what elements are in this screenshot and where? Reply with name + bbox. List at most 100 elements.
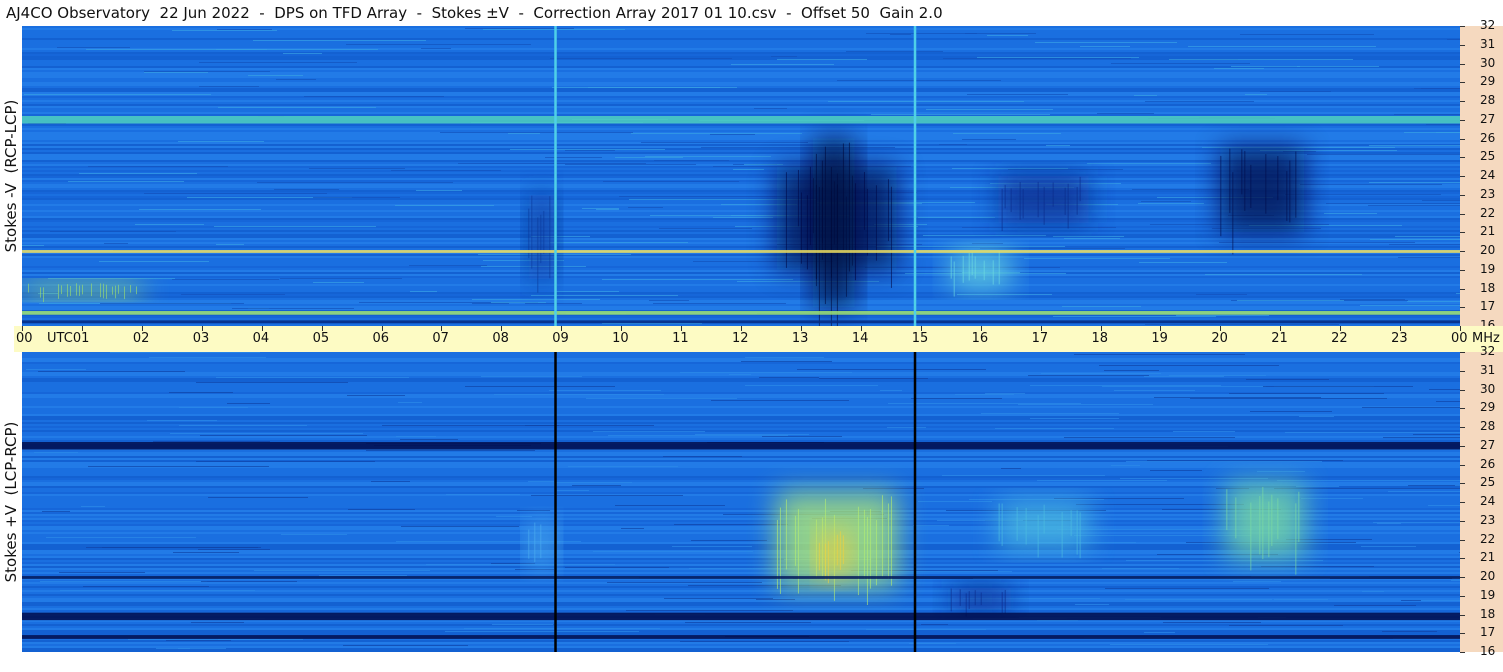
utc-tick-label: 03 [192,331,210,346]
frequency-tick-mark [1460,138,1465,140]
frequency-tick-label: 18 [1480,280,1496,295]
utc-tick-label: 19 [1151,331,1168,346]
frequency-tick-mark [1460,288,1465,290]
frequency-band-mark [22,576,1460,579]
frequency-tick-label: 31 [1480,362,1496,377]
bright-region-mark [818,530,849,584]
utc-tick-mark [321,326,323,331]
utc-unit-label: UTC [47,331,73,346]
frequency-tick-label: 30 [1480,55,1496,70]
frequency-tick-label: 28 [1480,93,1496,107]
frequency-tick-label: 25 [1480,149,1496,164]
utc-tick-label: 11 [672,331,689,346]
utc-tick-label: 14 [851,331,869,346]
frequency-tick-label: 26 [1480,456,1496,471]
frequency-tick-label: 23 [1480,512,1496,527]
frequency-tick-label: 22 [1480,205,1496,220]
bottom-frequency-axis: 16 17 18 19 20 21 22 23 24 25 26 27 28 29 30 31 32 [1460,344,1503,658]
utc-tick-mark [141,326,143,331]
frequency-tick-label: 18 [1480,606,1496,621]
dark-region-mark [950,586,1011,617]
frequency-tick-mark [1460,370,1465,372]
utc-tick-mark [1100,326,1102,331]
dark-region-mark [1220,147,1305,255]
frequency-tick-mark [1460,307,1465,309]
utc-tick-mark [980,326,982,331]
utc-tick-label: 10 [612,331,629,346]
frequency-tick-mark [1460,213,1465,215]
bottom-spectrogram [22,352,1503,652]
frequency-tick-mark [1460,427,1465,428]
top-frequency-axis: 16 17 18 19 20 21 22 23 24 25 26 27 28 29 30 31 32 [1460,18,1503,332]
frequency-tick-mark [1460,26,1465,27]
utc-tick-label: 02 [132,331,150,346]
frequency-tick-mark [1460,558,1465,560]
frequency-band-mark [22,635,1460,639]
bright-region-mark [22,282,142,303]
frequency-tick-mark [1460,520,1465,522]
utc-tick-label: 21 [1271,331,1288,346]
utc-tick-label: 04 [252,331,270,346]
utc-tick-mark [381,326,383,331]
bottom-y-axis-label: Stokes +V (LCP-RCP) [2,421,20,583]
frequency-tick-mark [1460,101,1465,102]
utc-tick-label: 12 [732,331,749,346]
utc-tick-mark [1040,326,1042,331]
vertical-line-mark [554,352,557,652]
utc-time-axis: 00 01 02 03 04 05 06 07 08 09 10 11 12 13 14 15 16 17 18 19… [14,326,1503,352]
utc-tick-label: 07 [432,331,449,346]
utc-tick-mark [1280,326,1282,331]
frequency-tick-label: 21 [1480,224,1496,239]
frequency-tick-mark [1460,157,1465,159]
frequency-tick-mark [1460,614,1465,616]
frequency-tick-mark [1460,539,1465,541]
frequency-tick-mark [1460,445,1465,447]
frequency-tick-mark [1460,194,1465,196]
utc-tick-label: 16 [971,331,989,346]
utc-tick-label: 23 [1391,331,1408,346]
frequency-tick-mark [1460,251,1465,252]
frequency-band-mark [22,612,1460,621]
frequency-tick-mark [1460,176,1465,177]
mhz-unit-label: MHz [1472,331,1500,346]
frequency-tick-mark [1460,633,1465,635]
frequency-tick-label: 17 [1480,299,1496,314]
utc-tick-mark [920,326,922,331]
frequency-tick-label: 19 [1480,587,1496,602]
frequency-tick-label: 28 [1480,419,1496,433]
utc-tick-mark [261,326,263,331]
utc-tick-mark [681,326,683,331]
frequency-tick-label: 20 [1480,569,1496,583]
bright-region-mark [950,251,1011,297]
bright-region-mark [528,520,556,568]
utc-tick-label: 05 [312,331,330,346]
frequency-tick-mark [1460,652,1465,653]
frequency-tick-label: 32 [1480,344,1496,358]
frequency-tick-mark [1460,352,1465,353]
frequency-tick-mark [1460,464,1465,466]
utc-tick-mark [1220,326,1222,331]
top-y-axis-label: Stokes -V (RCP-LCP) [2,99,20,253]
utc-tick-mark [1340,326,1342,331]
utc-tick-label: 00 [16,331,33,346]
frequency-tick-label: 30 [1480,381,1496,396]
frequency-band-mark [22,116,1460,124]
frequency-tick-mark [1460,502,1465,503]
frequency-tick-label: 27 [1480,111,1496,126]
frequency-tick-label: 17 [1480,625,1496,640]
utc-tick-mark [501,326,503,331]
frequency-tick-label: 24 [1480,168,1496,182]
utc-tick-label: 00 [1451,331,1468,346]
utc-tick-mark [1400,326,1402,331]
vertical-line-mark [913,352,917,652]
chart-title: AJ4CO Observatory 22 Jun 2022 - DPS on T… [6,4,943,22]
frequency-tick-mark [1460,82,1465,84]
frequency-tick-mark [1460,63,1465,65]
utc-tick-label: 22 [1331,331,1348,346]
dark-region-mark [998,176,1089,232]
dark-region-mark [812,138,855,339]
utc-tick-mark [1160,326,1162,331]
frequency-band-mark [22,250,1460,253]
utc-tick-mark [621,326,623,331]
utc-tick-label: 06 [372,331,390,346]
